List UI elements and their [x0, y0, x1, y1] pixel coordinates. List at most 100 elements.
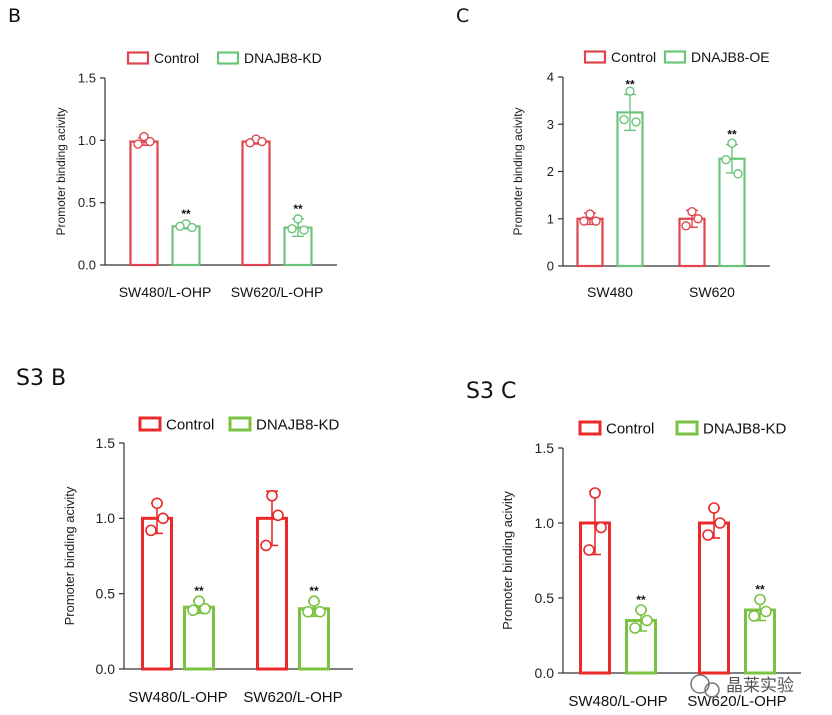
data-point — [299, 225, 309, 235]
data-point — [681, 221, 691, 231]
data-point — [721, 154, 731, 165]
bar — [298, 607, 330, 671]
chart-panel: B 0.0 0.5 1.0 1.5 Promoter binding acivity Con… — [8, 5, 337, 300]
y-tick-label: 0.0 — [78, 258, 96, 273]
data-point — [193, 595, 205, 608]
data-point — [595, 521, 607, 534]
legend-swatch — [216, 51, 240, 65]
significance-label: ** — [293, 202, 303, 216]
y-tick-label: 1.0 — [96, 510, 116, 526]
data-point — [585, 209, 595, 219]
significance-label: ** — [194, 584, 204, 598]
wechat-icon — [690, 674, 710, 694]
data-point — [635, 604, 647, 616]
legend-swatch — [583, 50, 607, 64]
significance-label: ** — [755, 583, 765, 597]
data-point — [260, 539, 272, 552]
y-tick-label: 1.5 — [535, 440, 555, 456]
data-point — [314, 605, 326, 618]
legend-label: DNAJB8-KD — [244, 50, 322, 66]
bar — [241, 140, 271, 267]
x-category-label: SW480/L-OHP — [568, 693, 667, 710]
bar — [698, 521, 730, 675]
y-tick-label: 0.5 — [535, 590, 555, 606]
y-tick-label: 2 — [547, 164, 554, 179]
significance-label: ** — [309, 584, 319, 598]
legend-label: Control — [166, 416, 214, 433]
y-axis-label: Promoter binding acivity — [62, 486, 77, 625]
x-category-label: SW620 — [689, 284, 735, 300]
y-tick-label: 1.5 — [96, 435, 116, 451]
y-tick-label: 4 — [547, 70, 554, 85]
legend-swatch — [578, 420, 602, 436]
data-point — [133, 139, 143, 149]
bar — [171, 225, 201, 267]
data-point — [714, 517, 726, 529]
data-point — [175, 221, 185, 232]
y-tick-label: 0.0 — [535, 665, 555, 681]
y-tick-label: 0.5 — [78, 195, 96, 210]
data-point — [293, 214, 303, 224]
significance-label: ** — [625, 77, 635, 91]
y-tick-label: 0 — [547, 259, 554, 274]
data-point — [583, 544, 595, 556]
data-point — [245, 138, 255, 148]
y-tick-label: 1 — [547, 211, 554, 226]
legend-swatch — [138, 416, 162, 432]
data-point — [687, 206, 697, 217]
data-point — [266, 489, 278, 502]
data-point — [727, 138, 737, 148]
y-tick-label: 3 — [547, 117, 554, 132]
x-category-label: SW620/L-OHP — [243, 689, 342, 706]
legend-label: Control — [154, 50, 199, 66]
x-category-label: SW480 — [587, 284, 633, 300]
bar — [183, 605, 215, 671]
chart-panel: C 0 1 2 3 4 Promoter binding acivity Control DNA… — [456, 5, 770, 300]
x-category-label: SW620/L-OHP — [231, 284, 324, 300]
legend-swatch — [675, 420, 699, 436]
significance-label: ** — [181, 207, 191, 221]
y-axis-label: Promoter binding acivity — [511, 107, 525, 235]
data-point — [302, 605, 314, 618]
significance-label: ** — [636, 593, 646, 607]
bar — [141, 516, 173, 671]
data-point — [157, 512, 169, 525]
data-point — [629, 622, 641, 634]
data-point — [257, 136, 267, 147]
data-point — [733, 169, 743, 179]
legend-label: Control — [606, 420, 654, 437]
watermark-text: 晶莱实验 — [726, 676, 794, 696]
data-point — [145, 524, 157, 537]
chart-panel: S3 C 0.0 0.5 1.0 1.5 Promoter binding acivity… — [466, 379, 801, 710]
data-point — [139, 131, 149, 142]
panel-label: C — [456, 5, 469, 27]
legend-label: DNAJB8-KD — [256, 416, 340, 433]
data-point — [708, 502, 720, 514]
data-point — [151, 497, 163, 510]
watermark: 晶莱实验 — [690, 674, 794, 698]
data-point — [272, 509, 284, 522]
data-point — [754, 593, 766, 606]
x-category-label: SW480/L-OHP — [128, 689, 227, 706]
legend-label: DNAJB8-OE — [691, 49, 770, 65]
legend-label: DNAJB8-KD — [703, 420, 787, 437]
data-point — [308, 595, 320, 608]
data-point — [579, 216, 589, 226]
legend-swatch — [126, 51, 150, 65]
bar — [616, 111, 644, 268]
data-point — [287, 224, 297, 234]
data-point — [589, 487, 601, 499]
significance-label: ** — [727, 128, 737, 142]
data-point — [591, 216, 601, 226]
panel-label: B — [8, 5, 21, 27]
data-point — [641, 614, 653, 627]
data-point — [631, 117, 641, 127]
y-tick-label: 1.0 — [78, 133, 96, 148]
data-point — [619, 114, 629, 125]
panel-label: S3 B — [16, 366, 66, 391]
data-point — [760, 605, 772, 618]
chart-panel: S3 B 0.0 0.5 1.0 1.5 Promoter binding acivity… — [16, 366, 353, 706]
legend-label: Control — [611, 49, 656, 65]
legend-swatch — [228, 416, 252, 432]
